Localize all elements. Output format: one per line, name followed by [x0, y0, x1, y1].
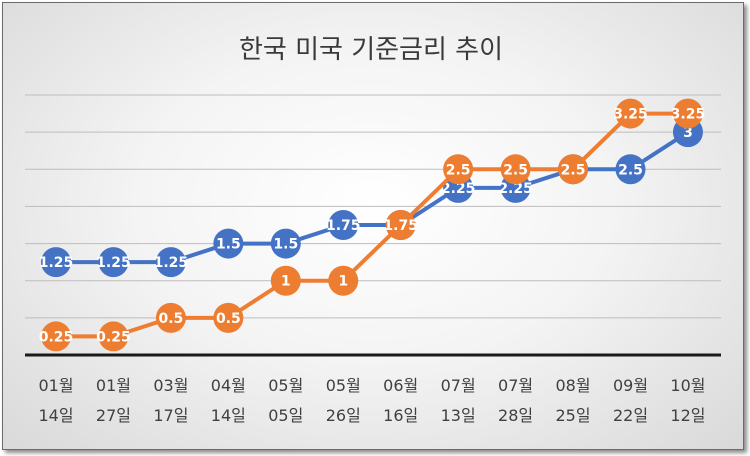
data-point — [615, 98, 646, 129]
data-point — [213, 228, 244, 259]
x-tick-label-day: 13일 — [441, 406, 476, 425]
series-layer: 1.25 1.25 1.25 1.5 1.5 1.75 1.75 2.25 2.25 2.5 2.5… — [39, 98, 706, 352]
series-2: 0.25 0.25 0.5 0.5 1 1 1.75 2.5 2.5 2.5 3.25 3.25 — [39, 98, 706, 352]
x-tick-label-month: 07월 — [498, 376, 533, 395]
x-tick-label-month: 05월 — [326, 376, 361, 395]
data-label: 2.25 — [498, 181, 533, 197]
x-tick-label-day: 25일 — [556, 406, 591, 425]
x-tick-label-day: 05일 — [268, 406, 303, 425]
data-label: 2.25 — [441, 181, 476, 197]
data-point — [155, 247, 186, 278]
chart-frame: 한국 미국 기준금리 추이 01월 14일 01월 27일 03월 17일 04월 14일 05… — [2, 2, 744, 450]
data-point — [558, 154, 589, 185]
data-label: 1.5 — [273, 237, 298, 253]
x-tick-label-day: 12일 — [670, 406, 705, 425]
x-tick-label-month: 07월 — [441, 376, 476, 395]
data-label: 2.5 — [446, 162, 471, 178]
x-tick-label-day: 28일 — [498, 406, 533, 425]
x-tick-label-month: 04월 — [211, 376, 246, 395]
data-point — [98, 247, 129, 278]
data-label: 3.25 — [671, 107, 706, 123]
data-label: 0.5 — [216, 311, 241, 327]
x-tick-label-month: 06월 — [383, 376, 418, 395]
chart-title: 한국 미국 기준금리 추이 — [239, 35, 503, 65]
data-point — [270, 265, 301, 296]
data-label: 0.5 — [158, 311, 183, 327]
data-point — [328, 210, 359, 240]
data-point — [98, 321, 129, 352]
data-label: 1.75 — [326, 218, 361, 234]
data-point — [155, 302, 186, 333]
data-label: 3 — [683, 125, 693, 141]
data-point — [41, 247, 71, 278]
data-point — [672, 98, 703, 129]
data-label: 1.25 — [154, 255, 189, 271]
data-label: 1.25 — [39, 255, 74, 271]
x-tick-label-month: 01월 — [38, 376, 73, 395]
gridlines — [25, 94, 721, 319]
x-tick-label-month: 01월 — [96, 376, 131, 395]
x-tick-label-day: 22일 — [613, 406, 648, 425]
x-tick-label-day: 16일 — [383, 406, 418, 425]
data-point — [328, 265, 359, 296]
x-tick-label-month: 08월 — [556, 376, 591, 395]
data-point — [41, 321, 71, 352]
x-tick-label-day: 17일 — [153, 406, 188, 425]
data-label: 3.25 — [613, 107, 648, 123]
x-tick-label-day: 27일 — [96, 406, 131, 425]
data-label: 2.5 — [618, 162, 643, 178]
data-label: 2.5 — [503, 162, 528, 178]
data-label: 1.5 — [216, 237, 241, 253]
data-label: 1 — [338, 274, 348, 290]
data-point — [385, 210, 416, 240]
data-label: 1.75 — [383, 218, 418, 234]
x-axis: 01월 14일 01월 27일 03월 17일 04월 14일 05월 05일 05월 26일 06월 1… — [25, 353, 721, 425]
x-tick-label-month: 10월 — [670, 376, 705, 395]
x-tick-label-month: 03월 — [153, 376, 188, 395]
x-tick-label-day: 14일 — [38, 406, 73, 425]
data-label: 1 — [281, 274, 291, 290]
data-point — [213, 302, 244, 333]
data-point — [443, 154, 474, 185]
rate-line-chart: 한국 미국 기준금리 추이 01월 14일 01월 27일 03월 17일 04월 14일 05… — [25, 35, 721, 425]
x-tick-label-day: 14일 — [211, 406, 246, 425]
data-point — [270, 228, 301, 259]
data-point — [615, 154, 646, 185]
data-label: 0.25 — [96, 329, 131, 345]
x-tick-label-day: 26일 — [326, 406, 361, 425]
data-label: 1.25 — [96, 255, 131, 271]
x-tick-label-month: 05월 — [268, 376, 303, 395]
data-label: 0.25 — [39, 329, 74, 345]
data-point — [500, 154, 531, 185]
data-label: 2.5 — [561, 162, 586, 178]
x-tick-label-month: 09월 — [613, 376, 648, 395]
